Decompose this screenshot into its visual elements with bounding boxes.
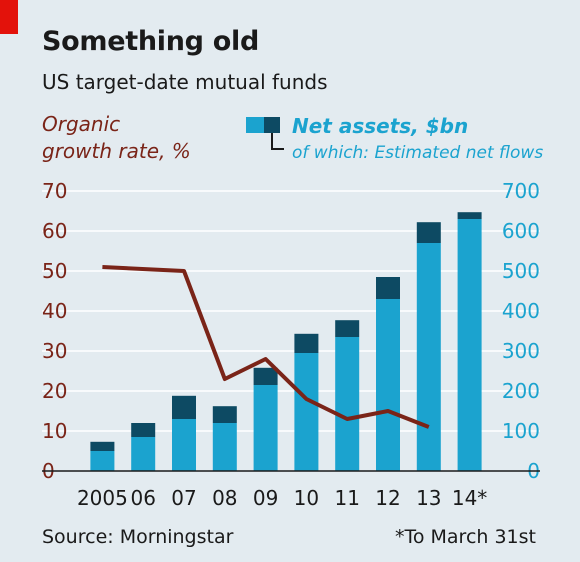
x-tick-label: 09 xyxy=(253,486,278,510)
y-right-tick-label: 600 xyxy=(502,219,540,243)
gridlines xyxy=(42,190,540,432)
footnote: *To March 31st xyxy=(394,526,536,548)
x-tick-label: 10 xyxy=(294,486,319,510)
y-left-tick-label: 10 xyxy=(42,419,67,443)
x-tick-label: 08 xyxy=(212,486,237,510)
bar-net-assets xyxy=(457,219,482,471)
bar-net-assets xyxy=(416,243,441,471)
y-right-tick-label: 300 xyxy=(502,339,540,363)
y-right-tick-label: 200 xyxy=(502,379,540,403)
y-right-tick-label: 700 xyxy=(502,179,540,203)
bar-net-assets xyxy=(131,437,156,471)
bar-net-assets xyxy=(253,385,278,471)
legend-net-flows-label: of which: Estimated net flows xyxy=(292,143,543,163)
bar-net-flows xyxy=(335,320,360,337)
bar-net-assets xyxy=(90,451,115,471)
legend-connector xyxy=(271,133,284,150)
legend-left-line1: Organic xyxy=(42,112,120,136)
source-note: Source: Morningstar xyxy=(42,526,234,548)
y-right-tick-label: 400 xyxy=(502,299,540,323)
growth-line-layer xyxy=(102,265,430,429)
y-right-tick-label: 100 xyxy=(502,419,540,443)
legend-net-flows-swatch xyxy=(264,117,280,133)
legend-net-assets-swatch xyxy=(246,117,264,133)
bar-net-flows xyxy=(416,222,441,243)
y-left-tick-label: 40 xyxy=(42,299,67,323)
bar-net-flows xyxy=(253,367,278,385)
y-left-tick-label: 60 xyxy=(42,219,67,243)
legend-left-line2: growth rate, % xyxy=(42,139,191,163)
bar-net-flows xyxy=(376,277,400,299)
y-left-tick-label: 20 xyxy=(42,379,67,403)
chart-title: Something old xyxy=(42,26,260,57)
x-tick-label: 07 xyxy=(171,486,196,510)
bar-net-flows xyxy=(131,423,156,437)
x-tick-label: 06 xyxy=(130,486,155,510)
y-left-tick-label: 70 xyxy=(42,179,67,203)
bar-net-assets xyxy=(335,337,360,471)
legend-net-assets-label: Net assets, $bn xyxy=(292,114,468,138)
y-right-tick-label: 500 xyxy=(502,259,540,283)
x-tick-label: 13 xyxy=(416,486,441,510)
bar-net-flows xyxy=(294,333,319,353)
chart-subtitle: US target-date mutual funds xyxy=(42,70,328,94)
bar-net-assets xyxy=(172,419,196,471)
bar-net-assets xyxy=(376,299,400,471)
bar-net-assets xyxy=(212,423,237,471)
y-left-tick-label: 50 xyxy=(42,259,67,283)
bars xyxy=(90,212,482,471)
bar-net-flows xyxy=(457,212,482,219)
x-tick-label: 2005 xyxy=(77,486,128,510)
bar-net-flows xyxy=(212,406,237,423)
brand-tag xyxy=(0,0,18,34)
bar-net-flows xyxy=(90,441,115,451)
y-left-tick-label: 30 xyxy=(42,339,67,363)
x-tick-label: 12 xyxy=(375,486,400,510)
bar-net-flows xyxy=(172,395,196,419)
bar-net-assets xyxy=(294,353,319,471)
x-tick-label: 14* xyxy=(452,486,487,510)
growth-rate-line xyxy=(102,265,430,429)
x-tick-label: 11 xyxy=(334,486,359,510)
